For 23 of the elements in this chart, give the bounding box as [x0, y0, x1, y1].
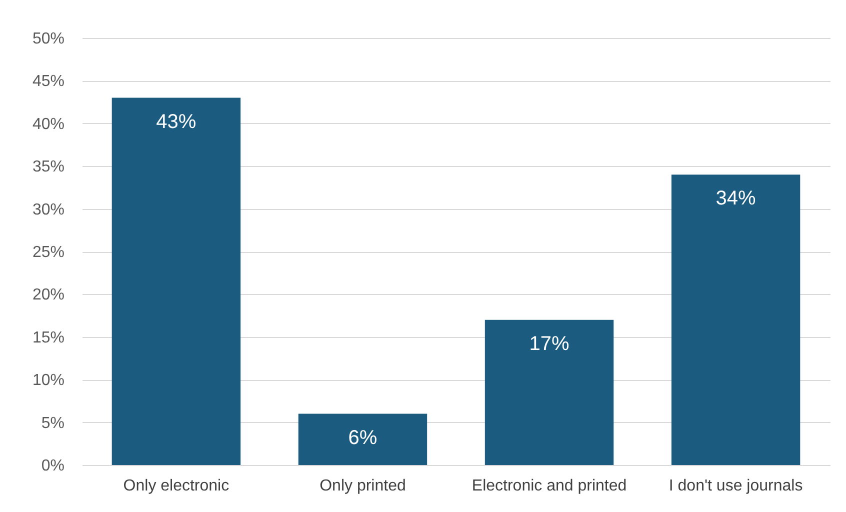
x-tick-label: Only printed: [320, 478, 406, 494]
bar: [484, 320, 614, 465]
y-tick-label: 50%: [32, 30, 64, 48]
y-tick-label: 45%: [32, 73, 64, 90]
y-tick-label: 40%: [32, 116, 64, 133]
y-tick-label: 15%: [32, 329, 64, 346]
bar: [112, 98, 241, 465]
y-tick-label: 10%: [32, 372, 64, 390]
data-label: 34%: [716, 188, 756, 210]
x-tick-label: I don't use journals: [668, 478, 803, 494]
bar: [671, 174, 800, 465]
bar: [298, 414, 428, 465]
y-tick-label: 35%: [32, 158, 64, 176]
data-label: 43%: [156, 110, 196, 133]
y-tick-label: 20%: [32, 286, 64, 304]
y-tick-label: 30%: [32, 201, 64, 218]
y-tick-label: 0%: [41, 458, 64, 474]
x-tick-label: Electronic and printed: [472, 478, 627, 494]
data-label: 6%: [348, 426, 378, 449]
x-tick-label: Only electronic: [123, 478, 230, 494]
data-label: 17%: [529, 332, 570, 355]
y-tick-label: 25%: [32, 244, 64, 261]
y-tick-label: 5%: [41, 414, 64, 432]
